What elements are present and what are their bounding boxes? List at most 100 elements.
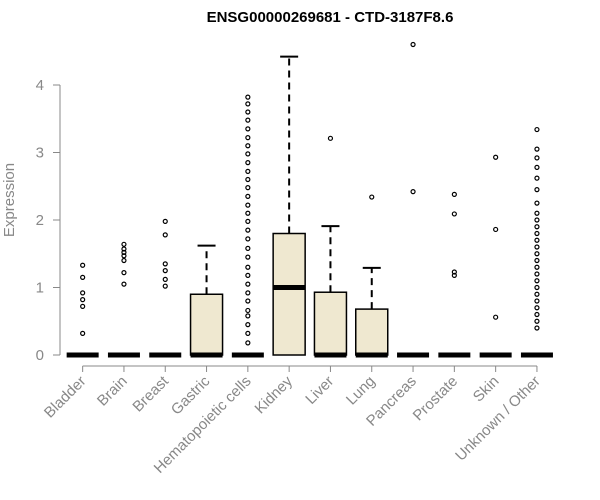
y-tick-label: 4 bbox=[36, 77, 44, 94]
outlier-point bbox=[245, 313, 251, 319]
box-group bbox=[313, 135, 348, 358]
outlier-point bbox=[245, 160, 251, 166]
outlier-point bbox=[121, 257, 127, 264]
outlier-point bbox=[245, 143, 251, 149]
chart-title: ENSG00000269681 - CTD-3187F8.6 bbox=[207, 9, 454, 26]
x-tick-label: Prostate bbox=[410, 373, 462, 425]
outlier-point bbox=[162, 268, 168, 274]
outlier-point bbox=[121, 241, 127, 247]
outlier-point bbox=[80, 290, 86, 296]
outlier-point bbox=[369, 194, 375, 200]
outlier-point bbox=[534, 237, 540, 243]
outlier-point bbox=[121, 253, 127, 259]
outlier-point bbox=[534, 284, 540, 291]
outlier-point bbox=[534, 126, 540, 133]
outlier-point bbox=[534, 164, 540, 170]
outlier-point bbox=[245, 307, 251, 314]
outlier-point bbox=[121, 246, 127, 252]
outlier-point bbox=[121, 281, 127, 287]
y-axis: 0 1 2 3 4 bbox=[36, 77, 61, 364]
y-tick-label: 2 bbox=[36, 212, 44, 229]
outlier-point bbox=[245, 340, 251, 346]
outlier-point bbox=[534, 155, 540, 161]
outlier-point bbox=[245, 272, 251, 278]
boxes-layer bbox=[66, 41, 553, 358]
outlier-point bbox=[245, 290, 251, 296]
outlier-point bbox=[534, 224, 540, 230]
outlier-point bbox=[162, 261, 168, 267]
outlier-point bbox=[245, 101, 251, 107]
outlier-point bbox=[245, 117, 251, 123]
box-group bbox=[355, 194, 389, 358]
outlier-point bbox=[162, 232, 168, 238]
outlier-point bbox=[245, 185, 251, 191]
outlier-point bbox=[245, 322, 251, 328]
outlier-point bbox=[121, 249, 127, 255]
outlier-point bbox=[451, 191, 457, 197]
x-tick-label: Skin bbox=[470, 373, 503, 406]
outlier-point bbox=[245, 236, 251, 242]
outlier-point bbox=[534, 305, 540, 311]
outlier-point bbox=[534, 217, 540, 223]
outlier-point bbox=[245, 126, 251, 132]
outlier-point bbox=[534, 257, 540, 264]
box-group bbox=[189, 244, 224, 358]
outlier-point bbox=[80, 262, 86, 268]
outlier-point bbox=[245, 254, 251, 260]
outlier-point bbox=[534, 244, 540, 250]
box-group bbox=[438, 191, 471, 358]
box-group bbox=[149, 218, 182, 358]
outlier-point bbox=[451, 211, 457, 217]
outlier-point bbox=[80, 274, 86, 280]
outlier-point bbox=[245, 168, 251, 174]
outlier-point bbox=[534, 175, 540, 181]
x-tick-label: Kidney bbox=[252, 372, 297, 417]
outlier-point bbox=[534, 291, 540, 297]
outlier-point bbox=[534, 187, 540, 193]
outlier-point bbox=[245, 245, 251, 251]
outlier-point bbox=[493, 314, 499, 320]
outlier-point bbox=[493, 154, 499, 160]
outlier-point bbox=[410, 41, 416, 48]
outlier-point bbox=[245, 264, 251, 270]
x-tick-label: Bladder bbox=[41, 373, 90, 422]
x-tick-label: Brain bbox=[94, 373, 131, 410]
box-group bbox=[231, 94, 264, 358]
box bbox=[272, 232, 306, 356]
outlier-point bbox=[245, 193, 251, 199]
outlier-point bbox=[245, 135, 251, 141]
outlier-point bbox=[162, 276, 168, 282]
box-group bbox=[520, 126, 553, 358]
outlier-point bbox=[534, 264, 540, 270]
outlier-point bbox=[534, 318, 540, 324]
outlier-point bbox=[80, 297, 86, 303]
outlier-point bbox=[80, 303, 86, 309]
outlier-point bbox=[327, 135, 334, 141]
outlier-point bbox=[534, 325, 540, 331]
outlier-point bbox=[162, 283, 168, 289]
box-group bbox=[479, 154, 512, 358]
outlier-point bbox=[245, 218, 251, 224]
box bbox=[189, 293, 224, 356]
outlier-point bbox=[121, 270, 127, 276]
outlier-point bbox=[451, 269, 457, 275]
y-tick-label: 0 bbox=[36, 347, 44, 364]
outlier-point bbox=[245, 202, 251, 208]
box bbox=[313, 291, 348, 356]
outlier-point bbox=[534, 230, 540, 237]
box-group bbox=[272, 55, 306, 356]
outlier-point bbox=[410, 189, 416, 195]
box-group bbox=[66, 262, 99, 358]
outlier-point bbox=[451, 272, 457, 278]
outlier-point bbox=[245, 109, 251, 115]
x-tick-label: Liver bbox=[302, 373, 337, 408]
box bbox=[355, 308, 389, 356]
outlier-point bbox=[534, 298, 540, 304]
outlier-point bbox=[162, 218, 168, 224]
y-tick-label: 3 bbox=[36, 145, 44, 162]
outlier-point bbox=[245, 151, 251, 157]
outlier-point bbox=[534, 311, 540, 318]
y-axis-label: Expression bbox=[1, 163, 18, 237]
